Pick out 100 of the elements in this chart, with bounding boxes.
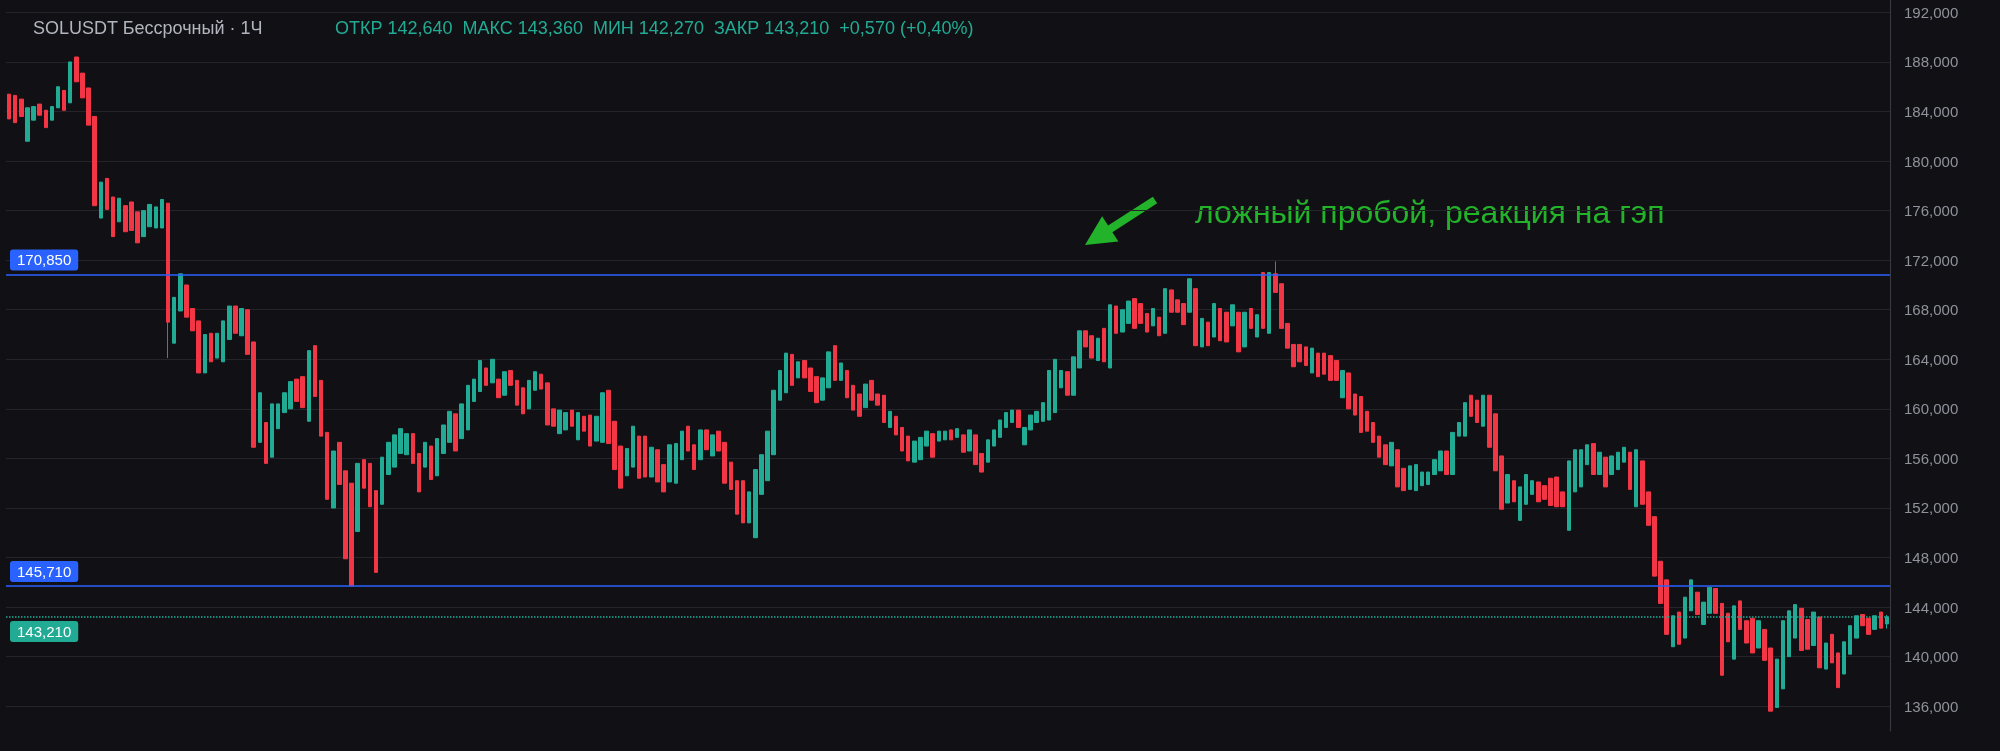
y-tick-label: 168,000 (1904, 301, 1959, 319)
candlestick (307, 350, 311, 422)
y-tick-label: 144,000 (1904, 598, 1959, 616)
candlestick (1579, 449, 1583, 488)
candlestick (172, 296, 176, 344)
candlestick (833, 345, 837, 381)
candlestick (1817, 616, 1822, 669)
candlestick (7, 93, 11, 120)
candlestick (1609, 455, 1614, 476)
candlestick (643, 435, 647, 478)
candlestick (930, 433, 935, 458)
candlestick (998, 419, 1002, 438)
candlestick (355, 462, 360, 533)
candlestick (215, 332, 219, 359)
candlestick (747, 491, 751, 524)
candlestick (1585, 444, 1589, 466)
candlestick (1016, 409, 1021, 428)
candlestick (1187, 278, 1192, 313)
candlestick (1047, 369, 1051, 421)
candlestick (845, 369, 849, 399)
candlestick (423, 441, 427, 468)
candlestick (1200, 317, 1204, 348)
candlestick (1622, 446, 1626, 463)
candlestick (233, 305, 238, 334)
candlestick (160, 198, 164, 229)
candlestick (1108, 304, 1112, 369)
candlestick (894, 415, 898, 436)
candlestick (117, 197, 121, 223)
candlestick (1738, 600, 1742, 630)
candlestick (1426, 471, 1430, 485)
candlestick (1879, 611, 1883, 629)
y-tick-label: 140,000 (1904, 648, 1959, 666)
candlestick (992, 429, 996, 447)
candlestick (258, 392, 262, 443)
candlestick (857, 393, 862, 417)
y-tick-label: 180,000 (1904, 152, 1959, 170)
candlestick (1353, 393, 1357, 416)
candlestick (1346, 372, 1351, 410)
candlestick (1475, 399, 1479, 423)
candlestick (1230, 304, 1235, 327)
candlestick (1224, 311, 1229, 343)
candlestick (1756, 620, 1761, 649)
candlestick (1689, 579, 1693, 612)
candlestick (1242, 311, 1247, 348)
candlestick (1457, 421, 1461, 437)
candlestick (937, 430, 941, 442)
candlestick (1408, 465, 1412, 490)
candlestick (472, 378, 476, 402)
candlestick (1053, 358, 1057, 414)
candlestick (1463, 402, 1467, 437)
candlestick (729, 461, 733, 490)
candlestick (1781, 620, 1785, 690)
candlestick (111, 196, 115, 238)
candlestick (459, 403, 464, 440)
candlestick (19, 98, 24, 117)
candlestick (692, 444, 696, 471)
candlestick (1340, 369, 1345, 399)
candlestick (1261, 272, 1265, 329)
candlestick (1322, 352, 1326, 375)
candlestick (1591, 443, 1596, 476)
candlestick (1059, 369, 1063, 389)
y-tick-label: 184,000 (1904, 103, 1959, 121)
candlestick (1603, 456, 1608, 488)
candlestick (1004, 412, 1008, 428)
candlestick (1420, 471, 1424, 487)
candlestick (1157, 316, 1161, 337)
candlestick (37, 103, 42, 116)
candlestick (331, 450, 336, 509)
candlestick (435, 438, 439, 477)
candlestick (1597, 451, 1602, 476)
candlestick (1267, 272, 1271, 334)
candlestick (380, 456, 384, 505)
candlestick (1414, 464, 1418, 492)
y-tick-label: 188,000 (1904, 53, 1959, 71)
candlestick (1206, 321, 1210, 347)
candlestick (276, 403, 280, 430)
candlestick (1065, 371, 1070, 396)
candlestick (778, 369, 782, 401)
candlestick (667, 444, 672, 483)
candlestick (533, 371, 537, 391)
ref-line-label: 170,850 (17, 251, 72, 269)
candlestick (1720, 602, 1724, 676)
candlestick (99, 181, 103, 219)
candlestick (796, 361, 800, 379)
candlestick (1524, 474, 1528, 505)
candlestick (1530, 480, 1534, 495)
y-tick-label: 156,000 (1904, 449, 1959, 467)
candlestick (429, 445, 433, 480)
candlestick (1628, 451, 1632, 490)
candlestick (521, 387, 525, 415)
candlestick (698, 429, 703, 461)
candlestick (270, 403, 274, 458)
y-tick-label: 148,000 (1904, 549, 1959, 567)
candlestick (178, 273, 183, 312)
candlestick (13, 94, 17, 124)
candlestick (539, 373, 543, 390)
candlestick (906, 435, 910, 462)
candlestick (900, 426, 904, 452)
candlestick (166, 202, 170, 359)
candlestick (1469, 394, 1473, 417)
